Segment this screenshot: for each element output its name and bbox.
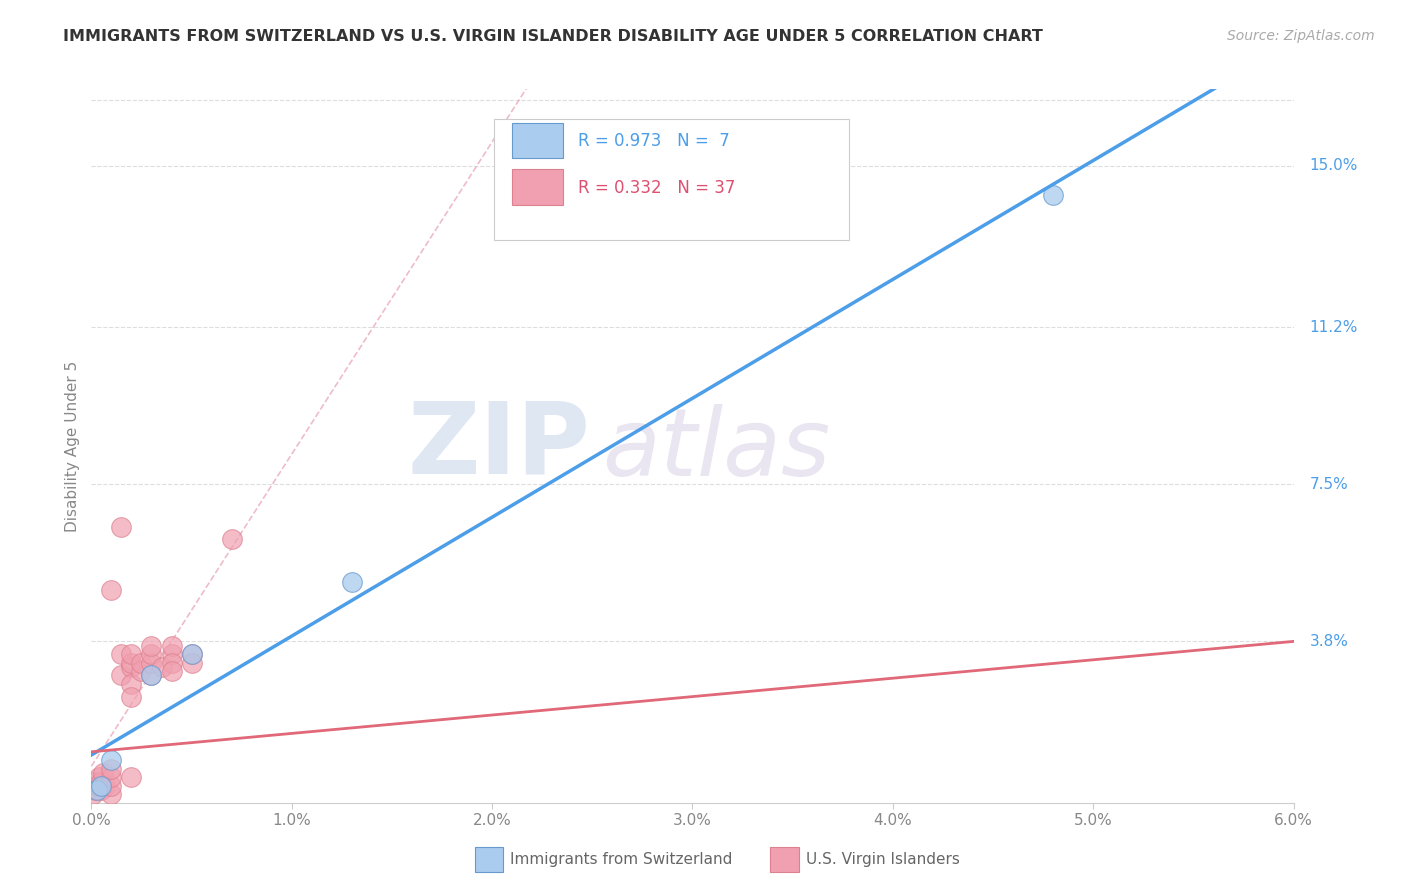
Bar (512, 169, 562, 205)
Point (84, 774, 107, 789)
Point (121, 690, 143, 704)
Point (90, 774, 112, 789)
Point (1042, 188, 1064, 202)
Text: R = 0.973   N =  7: R = 0.973 N = 7 (578, 132, 730, 150)
Point (121, 677, 143, 691)
Point (100, 583, 122, 598)
Point (90, 779, 112, 793)
Point (100, 770, 122, 784)
Text: R = 0.332   N = 37: R = 0.332 N = 37 (578, 178, 735, 196)
Point (221, 533, 243, 547)
FancyBboxPatch shape (494, 120, 849, 241)
Point (180, 647, 202, 661)
Point (141, 647, 163, 661)
Point (141, 656, 163, 670)
Bar (512, 123, 562, 159)
Text: U.S. Virgin Islanders: U.S. Virgin Islanders (806, 853, 959, 867)
Point (86, 783, 108, 797)
Text: 11.2%: 11.2% (1309, 319, 1358, 334)
Point (110, 519, 132, 533)
Point (94, 779, 117, 793)
Point (89, 770, 111, 784)
Point (93, 766, 115, 780)
Text: ZIP: ZIP (408, 398, 591, 494)
Text: 3.8%: 3.8% (1309, 634, 1348, 648)
Point (100, 787, 122, 801)
Point (180, 647, 202, 661)
Point (121, 660, 143, 674)
Point (141, 668, 163, 682)
Point (141, 668, 163, 682)
Point (131, 664, 153, 678)
Point (141, 639, 163, 653)
Point (110, 647, 132, 661)
Point (150, 660, 173, 674)
Text: atlas: atlas (602, 404, 831, 495)
Point (340, 574, 363, 589)
Point (121, 647, 143, 661)
Text: 7.5%: 7.5% (1309, 476, 1348, 491)
Point (82, 787, 104, 801)
Point (160, 639, 183, 653)
Point (180, 656, 202, 670)
Text: IMMIGRANTS FROM SWITZERLAND VS U.S. VIRGIN ISLANDER DISABILITY AGE UNDER 5 CORRE: IMMIGRANTS FROM SWITZERLAND VS U.S. VIRG… (63, 29, 1043, 44)
Point (160, 647, 183, 661)
Text: Source: ZipAtlas.com: Source: ZipAtlas.com (1227, 29, 1375, 43)
Point (86, 779, 108, 793)
Text: Immigrants from Switzerland: Immigrants from Switzerland (510, 853, 733, 867)
Point (121, 656, 143, 670)
Y-axis label: Disability Age Under 5: Disability Age Under 5 (65, 360, 80, 532)
Point (160, 664, 183, 678)
Point (131, 656, 153, 670)
Point (100, 779, 122, 793)
Point (100, 762, 122, 776)
Text: 15.0%: 15.0% (1309, 158, 1358, 173)
Point (90, 783, 112, 797)
Point (121, 770, 143, 784)
Point (100, 753, 122, 767)
Point (110, 668, 132, 682)
Point (84, 783, 107, 797)
Point (160, 656, 183, 670)
